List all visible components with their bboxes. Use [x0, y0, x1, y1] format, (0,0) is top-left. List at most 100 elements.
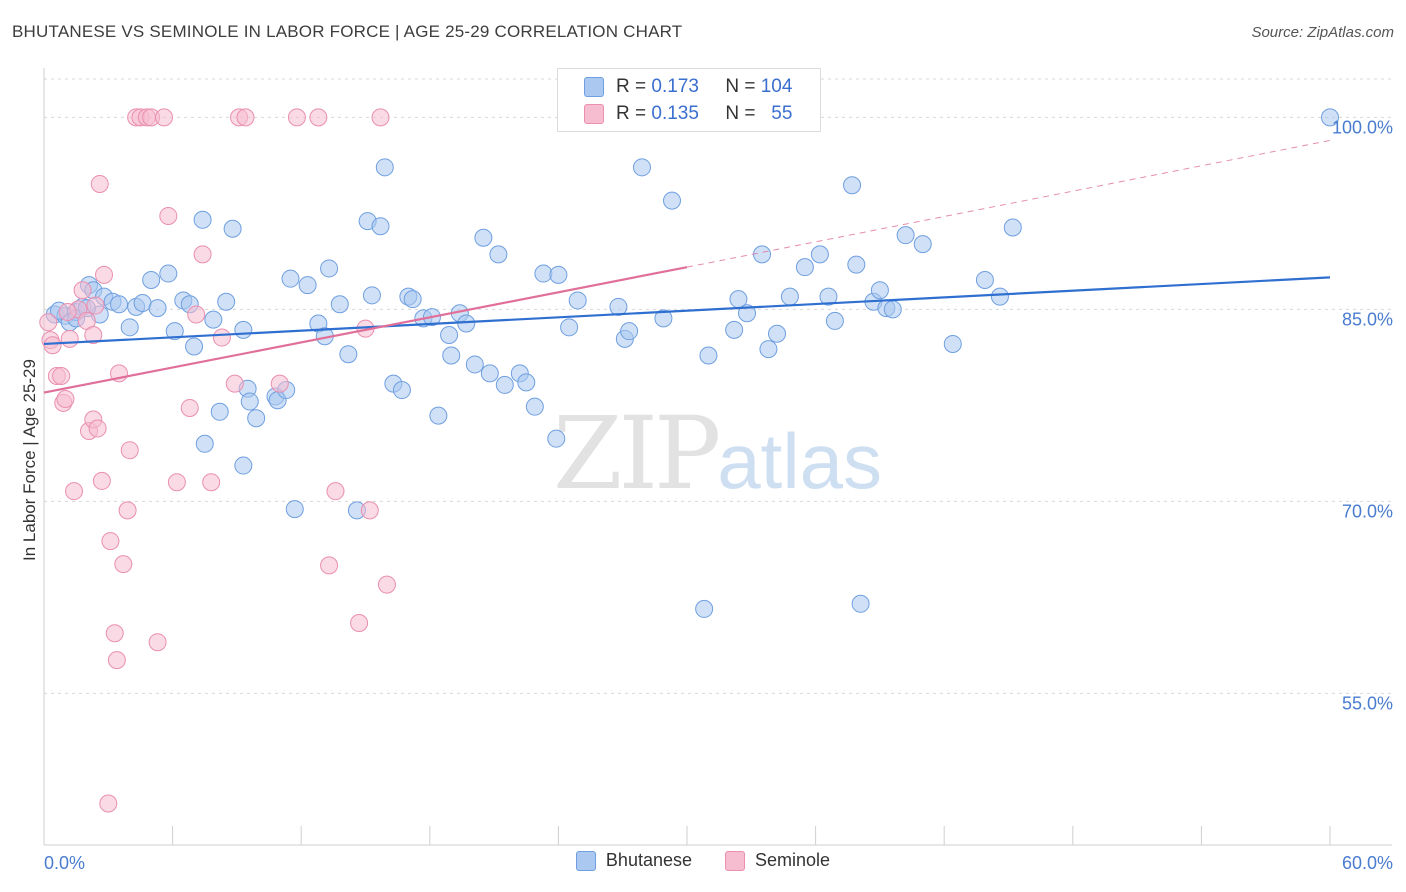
seminole-point: [371, 108, 390, 127]
seminole-point: [159, 206, 178, 225]
bhutanese-point: [392, 381, 411, 400]
seminole-point: [86, 296, 105, 315]
legend-label-bhutanese: Bhutanese: [605, 850, 692, 870]
seminole-point: [270, 374, 289, 393]
x-tick-label-min: 0.0%: [44, 853, 85, 873]
bhutanese-point: [560, 318, 579, 337]
seminole-point: [377, 575, 396, 594]
bhutanese-point: [298, 276, 317, 295]
seminole-point: [39, 313, 58, 332]
seminole-point: [309, 108, 328, 127]
bhutanese-point: [320, 259, 339, 278]
bhutanese-point: [819, 287, 838, 306]
bhutanese-point: [695, 599, 714, 618]
watermark: ZIPatlas: [553, 395, 882, 512]
bhutanese-point: [943, 334, 962, 353]
bhutanese-point: [159, 264, 178, 283]
seminole-point: [52, 366, 71, 385]
seminole-point: [90, 174, 109, 193]
seminole-point: [225, 374, 244, 393]
bhutanese-point: [810, 245, 829, 264]
data-points: [39, 108, 1339, 813]
bhutanese-point: [247, 409, 266, 428]
seminole-point: [187, 305, 206, 324]
y-tick-label: 85.0%: [1342, 309, 1393, 329]
bhutanese-point: [429, 406, 448, 425]
x-tick-label-max: 60.0%: [1342, 853, 1393, 873]
bhutanese-point: [662, 191, 681, 210]
bhutanese-point: [549, 265, 568, 284]
seminole-point: [180, 398, 199, 417]
bhutanese-point: [285, 500, 304, 519]
seminole-point: [99, 794, 118, 813]
seminole-point: [212, 328, 231, 347]
bhutanese-point: [371, 217, 390, 236]
tick-labels: 55.0% 70.0% 85.0% 100.0% 0.0% 60.0%: [44, 117, 1393, 873]
stats-r-value-seminole: 0.135: [651, 103, 699, 124]
seminole-point: [320, 556, 339, 575]
seminole-point: [193, 245, 212, 264]
bhutanese-point: [843, 176, 862, 195]
legend-item-bhutanese[interactable]: Bhutanese: [575, 850, 692, 871]
bhutanese-point: [699, 346, 718, 365]
seminole-point: [167, 473, 186, 492]
seminole-point: [65, 482, 84, 501]
seminole-point: [92, 471, 111, 490]
legend-item-seminole[interactable]: Seminole: [725, 850, 830, 871]
bhutanese-point: [851, 594, 870, 613]
seminole-point: [155, 108, 174, 127]
stats-r-value-bhutanese: 0.173: [651, 76, 699, 97]
bhutanese-point: [725, 320, 744, 339]
bhutanese-point: [768, 324, 787, 343]
seminole-point: [236, 108, 255, 127]
bhutanese-point: [525, 397, 544, 416]
bhutanese-point: [240, 392, 259, 411]
bhutanese-point: [489, 245, 508, 264]
bhutanese-point: [759, 340, 778, 359]
bhutanese-point: [870, 281, 889, 300]
bhutanese-point: [465, 355, 484, 374]
seminole-point: [202, 473, 221, 492]
y-tick-label: 100.0%: [1332, 117, 1393, 137]
legend: Bhutanese Seminole: [0, 850, 1406, 876]
chart-title: BHUTANESE VS SEMINOLE IN LABOR FORCE | A…: [12, 22, 683, 41]
bhutanese-point: [753, 245, 772, 264]
bhutanese-point: [339, 345, 358, 364]
bhutanese-point: [148, 299, 167, 318]
stats-n-value-seminole: 55: [771, 103, 793, 124]
bhutanese-point: [632, 158, 651, 177]
bhutanese-point: [990, 287, 1009, 306]
bhutanese-point: [142, 270, 161, 289]
seminole-point: [58, 302, 77, 321]
seminole-point: [60, 329, 79, 348]
stats-n-value-bhutanese: 104: [760, 76, 793, 97]
bhutanese-point: [210, 402, 229, 421]
bhutanese-point: [474, 228, 493, 247]
bhutanese-point: [165, 322, 184, 341]
y-tick-label: 55.0%: [1342, 693, 1393, 713]
bhutanese-point: [495, 375, 514, 394]
seminole-point: [326, 482, 345, 501]
bhutanese-point: [896, 226, 915, 245]
seminole-point: [43, 336, 62, 355]
bhutanese-point: [234, 456, 253, 475]
seminole-trend-line: [43, 266, 688, 394]
seminole-point: [350, 614, 369, 632]
bhutanese-point: [534, 264, 553, 283]
seminole-trend-extension: [686, 139, 1331, 268]
watermark-atlas: atlas: [717, 417, 883, 505]
seminole-point: [114, 555, 133, 574]
seminole-point: [101, 532, 120, 551]
legend-swatch-seminole: [725, 850, 746, 871]
bhutanese-point: [403, 290, 422, 309]
bhutanese-point: [193, 210, 212, 229]
seminole-point: [120, 441, 139, 460]
bhutanese-point: [1003, 218, 1022, 237]
bhutanese-point: [568, 291, 587, 310]
bhutanese-point: [217, 292, 236, 311]
bhutanese-point: [375, 158, 394, 177]
stats-n-label: N =: [725, 76, 756, 97]
legend-label-seminole: Seminole: [755, 850, 831, 870]
y-tick-label: 70.0%: [1342, 501, 1393, 521]
